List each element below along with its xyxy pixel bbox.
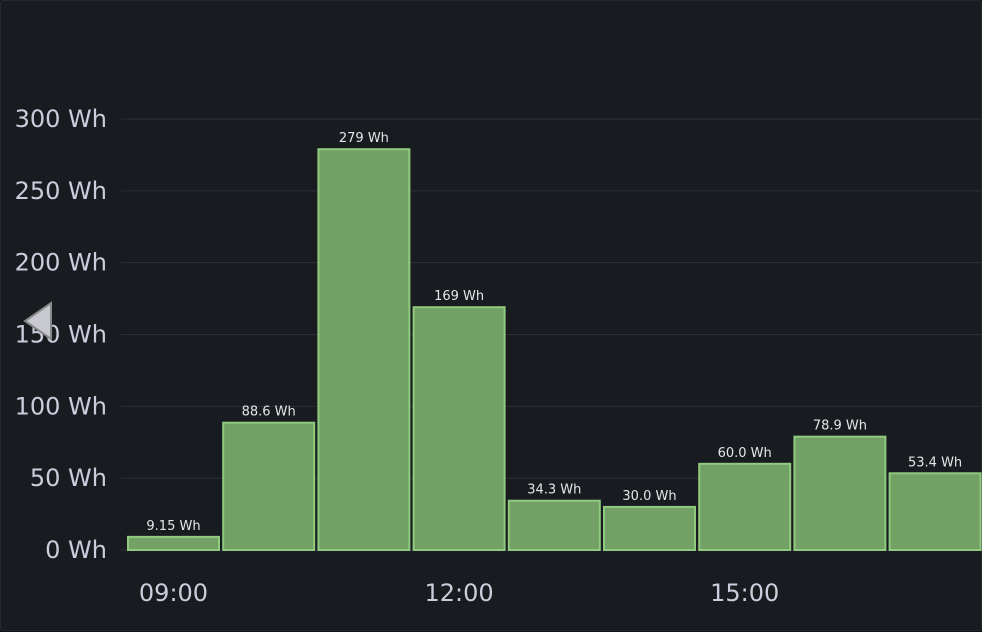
- y-tick-label: 300 Wh: [15, 105, 107, 133]
- y-tick-label: 200 Wh: [15, 249, 107, 277]
- y-tick-label: 50 Wh: [30, 464, 107, 492]
- bar-value-label: 9.15 Wh: [146, 519, 200, 534]
- previous-arrow-icon[interactable]: [19, 297, 59, 345]
- bar: [793, 435, 887, 551]
- bar: [507, 499, 601, 551]
- bar: [698, 462, 792, 551]
- x-tick-label: 12:00: [425, 579, 494, 607]
- bar-value-label: 34.3 Wh: [527, 483, 581, 498]
- bar: [317, 148, 411, 551]
- bar: [412, 306, 506, 551]
- bar-value-label: 78.9 Wh: [813, 419, 867, 434]
- x-tick-label: 15:00: [710, 579, 779, 607]
- y-tick-label: 250 Wh: [15, 177, 107, 205]
- x-tick-label: 09:00: [139, 579, 208, 607]
- x-axis: 09:00 12:00 15:00: [139, 579, 779, 607]
- bar: [603, 505, 696, 551]
- bar-value-labels: 9.15 Wh 88.6 Wh 279 Wh 169 Wh 34.3 Wh 30.0 Wh…: [146, 131, 962, 534]
- bar-value-label: 30.0 Wh: [622, 489, 676, 504]
- y-tick-label: 100 Wh: [15, 392, 107, 420]
- bar-value-label: 60.0 Wh: [718, 446, 772, 461]
- bar: [222, 421, 316, 551]
- bar-value-label: 53.4 Wh: [908, 455, 962, 470]
- bar-value-label: 88.6 Wh: [242, 405, 296, 420]
- bar-value-label: 279 Wh: [339, 131, 389, 146]
- bar-value-label: 169 Wh: [434, 289, 484, 304]
- bar: [127, 535, 220, 551]
- bar: [888, 472, 982, 552]
- y-tick-label: 0 Wh: [45, 536, 107, 564]
- bars: [127, 148, 982, 552]
